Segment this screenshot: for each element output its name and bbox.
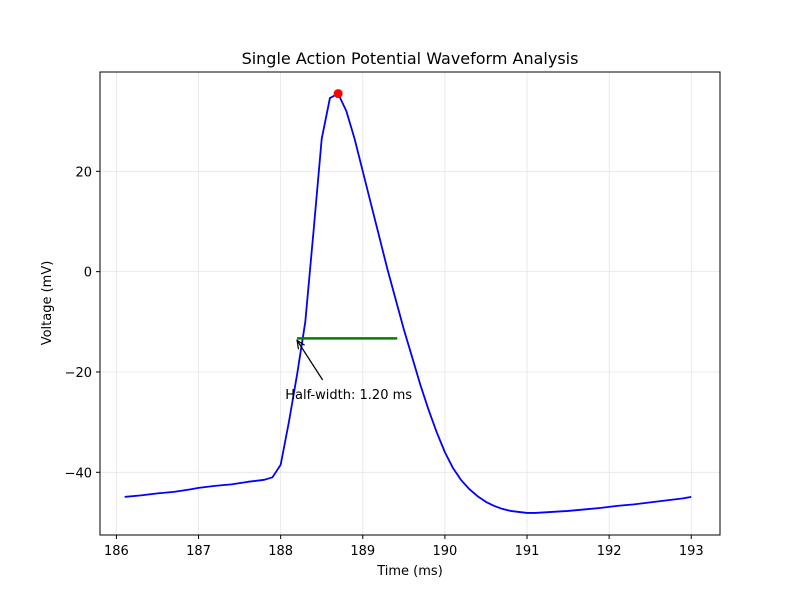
- x-tick-label: 189: [350, 544, 375, 559]
- half-width-annotation: Half-width: 1.20 ms: [285, 388, 412, 403]
- chart-title: Single Action Potential Waveform Analysi…: [242, 49, 579, 68]
- y-axis-title: Voltage (mV): [40, 261, 55, 346]
- x-tick-label: 193: [679, 544, 704, 559]
- annotation-arrow-shaft: [296, 340, 324, 381]
- grid: [100, 72, 720, 535]
- y-tick-label: 20: [75, 165, 92, 180]
- x-tick-label: 186: [104, 544, 129, 559]
- y-tick-label: −40: [65, 466, 92, 481]
- annotation-arrow-head: [296, 339, 305, 350]
- x-tick-label: 187: [186, 544, 211, 559]
- y-tick-label: 0: [84, 266, 92, 281]
- x-tick-label: 192: [597, 544, 622, 559]
- tick-layer: 186 187 188 189 190 191 192 193 −40 −20 0 20: [65, 165, 704, 559]
- plot-frame: [99, 71, 721, 536]
- y-tick-label: −20: [65, 366, 92, 381]
- peak-marker: [333, 89, 343, 99]
- series-layer: [124, 92, 692, 514]
- x-tick-label: 190: [432, 544, 457, 559]
- x-tick-label: 191: [515, 544, 540, 559]
- marker-layer: Half-width: 1.20 ms: [285, 89, 412, 403]
- x-tick-label: 188: [268, 544, 293, 559]
- x-axis-title: Time (ms): [376, 564, 443, 579]
- voltage-trace-line: [124, 92, 692, 514]
